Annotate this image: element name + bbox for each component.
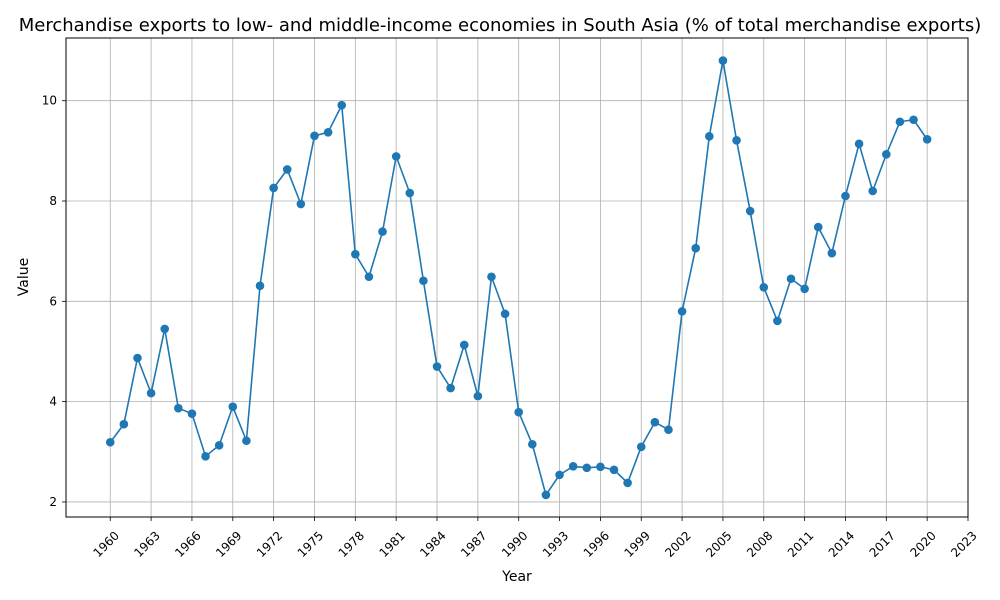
data-point [269,183,278,193]
data-point [718,56,728,65]
data-point [541,490,551,500]
data-point [813,222,823,232]
data-point [555,470,564,480]
data-point [473,391,483,401]
data-point [514,407,523,417]
data-series [105,56,932,500]
x-axis-label: Year [501,569,532,585]
data-point [596,462,605,472]
data-point [786,274,796,284]
data-point [759,282,769,292]
data-point [773,316,782,326]
data-point [432,362,442,371]
data-point [868,186,877,196]
data-point [187,409,197,418]
plot-frame [65,37,969,518]
data-point [391,152,401,161]
data-point [895,117,905,127]
data-point [500,309,510,319]
y-tick-label: 4 [49,395,57,409]
data-point [922,135,932,144]
data-point [691,243,700,253]
data-point [705,132,714,141]
data-point [119,419,129,429]
data-point [337,100,347,110]
data-point [105,437,115,447]
data-point [677,307,687,316]
data-point [528,439,537,449]
y-axis-ticks: 2 4 6 8 10 [42,94,66,509]
y-tick-label: 10 [42,94,57,108]
y-axis-label: Value [16,258,32,296]
data-point [446,383,455,393]
data-point [242,436,251,446]
data-point [650,417,660,427]
data-point [323,128,333,137]
data-point [732,136,741,145]
data-point [623,478,632,488]
data-point [364,272,374,282]
data-point [636,442,646,452]
data-point [282,165,292,174]
y-tick-label: 8 [49,194,57,208]
data-point [255,281,265,291]
data-point [310,131,319,141]
data-point [419,276,428,286]
data-point [174,403,183,413]
data-point [296,199,306,209]
data-point [378,227,387,236]
data-point [582,463,592,473]
chart-title: Merchandise exports to low- and middle-i… [19,15,981,36]
data-point [214,440,224,450]
data-point [228,402,238,411]
data-point [909,115,918,125]
data-point [882,150,891,159]
data-point [664,425,673,435]
data-point [405,188,415,198]
data-point [800,284,809,294]
data-point [133,353,142,363]
data-point [609,465,619,475]
data-point [854,139,864,149]
data-point [160,324,170,334]
y-tick-label: 2 [49,495,57,509]
y-tick-label: 6 [49,294,57,308]
data-point [568,462,578,471]
data-point [201,452,210,461]
data-point [459,340,469,350]
data-point [351,249,360,259]
data-point [745,206,755,216]
data-point [827,248,837,258]
data-point [841,191,850,201]
data-point [146,388,156,398]
data-point [487,272,496,282]
